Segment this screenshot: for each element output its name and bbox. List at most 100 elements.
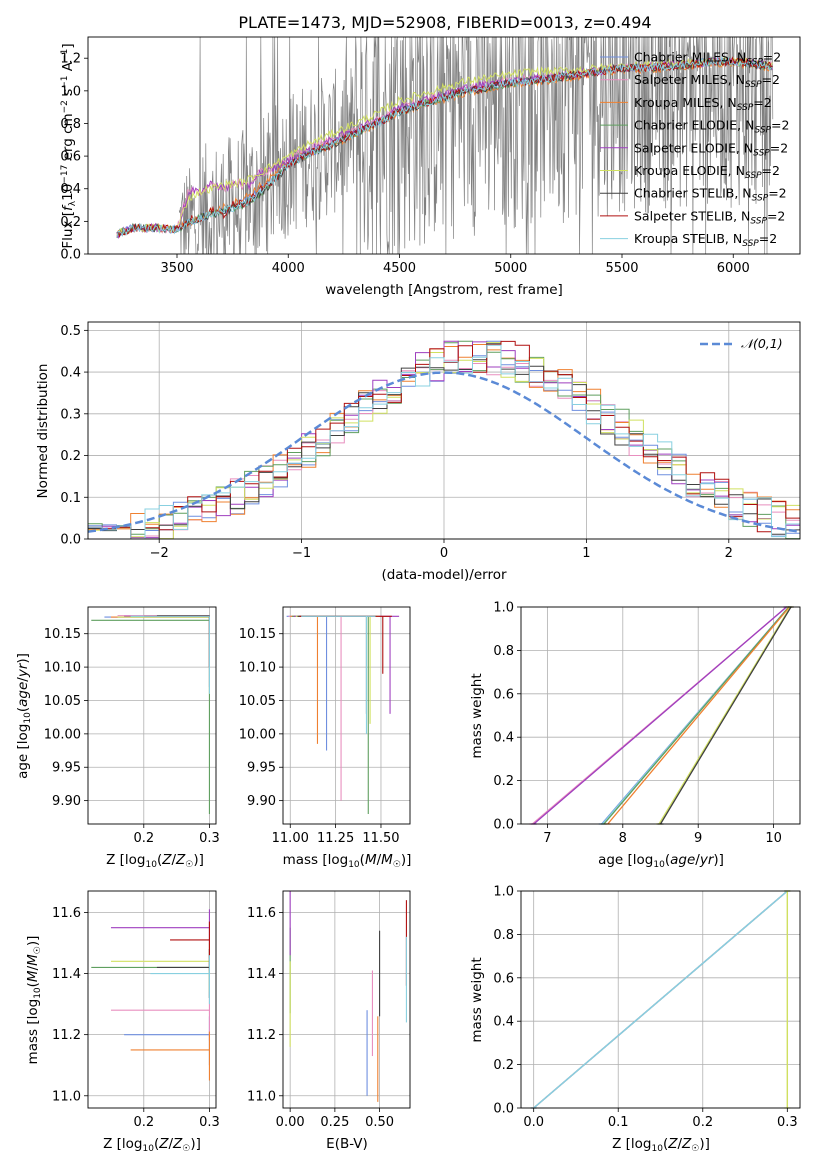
y-tick-label: 9.90 xyxy=(247,794,276,809)
legend-label: Salpeter ELODIE, NSSP=2 xyxy=(634,140,788,158)
mass-vs-ebv-ticks: 0.00 0.25 0.50 11.0 11.2 11.4 11.6 xyxy=(247,906,394,1130)
y-tick-label: 10.00 xyxy=(239,727,276,742)
massweight-vs-z-lines xyxy=(530,890,791,1109)
y-tick-label: 0.8 xyxy=(493,928,514,943)
data-spectrum-line xyxy=(178,37,774,254)
residual-legend: 𝒩(0,1) xyxy=(700,336,783,351)
y-tick-label: 0.3 xyxy=(60,407,81,422)
age-vs-mass-xlabel: mass [log10(M/M☉)] xyxy=(283,852,412,870)
residual-legend-label: 𝒩(0,1) xyxy=(741,336,783,351)
y-tick-label: 0.2 xyxy=(493,774,514,789)
age-vs-mass-panel: 11.00 11.25 11.50 9.90 9.95 10.00 10.05 10.10 10… xyxy=(239,606,412,870)
x-tick-label: 3500 xyxy=(160,261,193,276)
y-tick-label: 10.05 xyxy=(44,694,81,709)
age-vs-z-marks xyxy=(91,615,210,814)
massweight-vs-age-ylabel: mass weight xyxy=(469,673,485,758)
y-tick-label: 11.6 xyxy=(52,906,81,921)
y-tick-label: 0.2 xyxy=(60,449,81,464)
y-tick-label: 0.6 xyxy=(493,971,514,986)
x-tick-label: 5500 xyxy=(605,261,638,276)
x-tick-label: 1 xyxy=(582,546,590,561)
legend-tail: =2 xyxy=(771,118,789,133)
x-tick-label: 0.1 xyxy=(608,1115,629,1130)
x-tick-label: −1 xyxy=(292,546,311,561)
residual-xlabel: (data-model)/error xyxy=(381,567,507,583)
age-vs-z-panel: 0.2 0.3 9.90 9.95 10.00 10.05 10.10 10.15 Z [lo… xyxy=(15,606,220,870)
legend-label: Chabrier MILES, NSSP=2 xyxy=(634,50,781,68)
massweight-vs-z-ticks: 0.0 0.1 0.2 0.3 0.0 0.2 0.4 0.6 0.8 1.0 xyxy=(493,885,797,1131)
mass-vs-ebv-marks xyxy=(289,891,407,1102)
histogram-kroupa-stelib xyxy=(88,344,800,539)
residual-histograms xyxy=(88,340,800,539)
legend-label: Salpeter STELIB, NSSP=2 xyxy=(634,208,785,226)
residual-ylabel: Normed distribution xyxy=(35,364,51,499)
x-tick-label: 0.3 xyxy=(777,1115,798,1130)
y-tick-label: 0.0 xyxy=(493,818,514,833)
spectrum-axes-frame xyxy=(87,36,801,255)
x-tick-label: 0.25 xyxy=(320,1115,349,1130)
y-tick-label: 0.2 xyxy=(493,1058,514,1073)
age-vs-mass-frame xyxy=(282,606,411,825)
spectrum-ticks: 3500 4000 4500 5000 5500 6000 0.0 0.2 0.4 0.6 0.8 1… xyxy=(60,52,749,276)
massweight-age-line xyxy=(659,606,792,825)
x-tick-label: 7 xyxy=(543,831,551,846)
y-tick-label: 11.2 xyxy=(247,1028,276,1043)
age-vs-z-ticks: 0.2 0.3 9.90 9.95 10.00 10.05 10.10 10.15 xyxy=(44,627,220,846)
histogram-salpeter-stelib xyxy=(88,340,800,539)
legend-tail: =2 xyxy=(759,231,777,246)
x-tick-label: 0.3 xyxy=(199,1115,220,1130)
y-tick-label: 0.4 xyxy=(60,366,81,381)
y-tick-label: 0.0 xyxy=(60,533,81,548)
massweight-vs-age-xlabel: age [log10(age/yr)] xyxy=(598,852,724,870)
y-tick-label: 0.6 xyxy=(60,150,81,165)
age-vs-mass-ticks: 11.00 11.25 11.50 9.90 9.95 10.00 10.05 10.10 10… xyxy=(239,627,400,846)
x-tick-label: 11.25 xyxy=(317,831,354,846)
x-tick-label: 10 xyxy=(765,831,782,846)
x-tick-label: 0.50 xyxy=(365,1115,394,1130)
legend-subscript: SSP xyxy=(746,58,763,68)
massweight-z-line xyxy=(533,890,788,1109)
x-tick-label: 0.0 xyxy=(523,1115,544,1130)
legend-subscript: SSP xyxy=(750,216,767,226)
normal-curve xyxy=(88,371,800,533)
legend-subscript: SSP xyxy=(745,80,762,90)
y-tick-label: 0.6 xyxy=(493,687,514,702)
y-tick-label: 1.0 xyxy=(493,601,514,616)
age-vs-z-frame xyxy=(87,606,217,825)
age-vs-z-ylabel: age [log10(age/yr)] xyxy=(15,653,33,779)
y-tick-label: 0.0 xyxy=(60,248,81,263)
legend-tail: =2 xyxy=(753,95,771,110)
massweight-vs-z-frame xyxy=(520,890,801,1109)
y-tick-label: 0.4 xyxy=(60,182,81,197)
model-line-salpeter-elodie xyxy=(116,56,773,240)
legend-label: Chabrier ELODIE, NSSP=2 xyxy=(634,118,789,136)
y-tick-label: 11.2 xyxy=(52,1028,81,1043)
spectrum-panel: 3500 4000 4500 5000 5500 6000 0.0 0.2 0.4 0.6 0.8 1… xyxy=(60,36,801,298)
mass-vs-ebv-frame xyxy=(282,890,411,1109)
massweight-vs-z-ylabel: mass weight xyxy=(469,957,485,1042)
x-tick-label: 4000 xyxy=(272,261,305,276)
legend-label: Chabrier STELIB, NSSP=2 xyxy=(634,186,787,204)
y-tick-label: 0.2 xyxy=(60,215,81,230)
massweight-vs-z-panel: 0.0 0.1 0.2 0.3 0.0 0.2 0.4 0.6 0.8 1.0 Z [log10(… xyxy=(469,885,801,1154)
spectrum-xlabel: wavelength [Angstrom, rest frame] xyxy=(325,282,563,298)
legend-label: Kroupa STELIB, NSSP=2 xyxy=(634,231,777,249)
legend-tail: =2 xyxy=(767,208,785,223)
y-tick-label: 11.4 xyxy=(52,967,81,982)
mass-vs-z-grid xyxy=(88,891,216,1108)
spectrum-ylabel: Flux [fλ10−17 erg cm−2 s−1 A−1] xyxy=(60,43,78,248)
age-vs-z-xlabel: Z [log10(Z/Z☉)] xyxy=(106,852,204,870)
model-line-kroupa-stelib xyxy=(116,56,773,238)
x-tick-label: 5000 xyxy=(494,261,527,276)
massweight-vs-age-lines xyxy=(529,606,794,825)
age-vs-z-grid xyxy=(88,607,216,824)
age-vs-mass-marks xyxy=(286,615,400,814)
legend-subscript: SSP xyxy=(737,103,754,113)
y-tick-label: 9.95 xyxy=(52,761,81,776)
spectrum-model-layer xyxy=(116,55,773,240)
massweight-vs-age-ticks: 7 8 9 10 0.0 0.2 0.4 0.6 0.8 1.0 xyxy=(493,601,782,847)
x-tick-label: 11.50 xyxy=(362,831,399,846)
y-tick-label: 10.15 xyxy=(239,627,276,642)
y-tick-label: 1.0 xyxy=(60,84,81,99)
mass-vs-z-ticks: 0.2 0.3 11.0 11.2 11.4 11.6 xyxy=(52,906,220,1130)
